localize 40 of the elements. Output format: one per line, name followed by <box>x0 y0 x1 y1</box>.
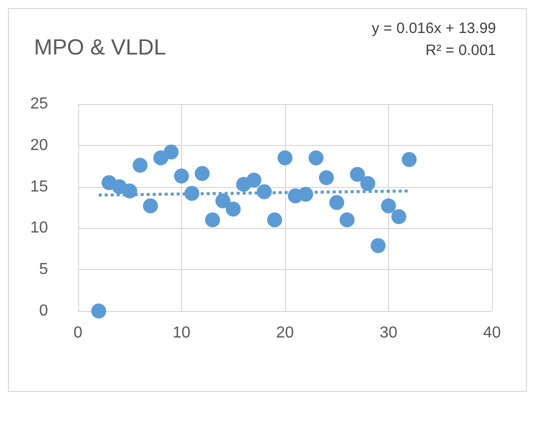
text: R² = 0.001 <box>426 42 496 59</box>
chart-title: MPO & VLDL <box>34 34 166 60</box>
point <box>340 212 355 228</box>
point <box>391 209 406 224</box>
point <box>246 172 262 188</box>
x-tick-label: 0 <box>74 324 83 342</box>
point <box>360 176 376 191</box>
point <box>215 193 230 208</box>
point <box>318 170 334 186</box>
point <box>329 195 344 210</box>
point <box>267 212 282 228</box>
point <box>142 198 158 214</box>
y-tick-label: 15 <box>30 178 48 196</box>
point <box>132 158 148 173</box>
point <box>205 212 220 228</box>
point <box>350 166 365 182</box>
y-tick-label: 10 <box>30 220 48 237</box>
text: y = 0.016x + 13.99 <box>372 20 496 37</box>
point <box>91 304 106 318</box>
point <box>164 144 179 160</box>
point <box>308 150 324 166</box>
x-tick-label: 30 <box>380 324 398 342</box>
point <box>194 166 210 182</box>
point <box>402 152 417 167</box>
x-tick-label: 40 <box>483 324 501 342</box>
point <box>278 150 292 166</box>
x-tick-label: 20 <box>276 324 294 342</box>
point <box>370 238 386 254</box>
y-tick-label: 0 <box>39 302 48 320</box>
point <box>174 168 189 184</box>
point <box>226 202 241 217</box>
point <box>184 186 200 201</box>
point <box>256 184 272 200</box>
y-tick-label: 25 <box>30 96 48 112</box>
x-tick-label: 10 <box>172 324 190 342</box>
point <box>381 198 396 214</box>
y-tick-label: 5 <box>39 261 48 278</box>
point <box>298 186 314 202</box>
y-tick-label: 20 <box>30 136 48 154</box>
point <box>122 183 138 198</box>
